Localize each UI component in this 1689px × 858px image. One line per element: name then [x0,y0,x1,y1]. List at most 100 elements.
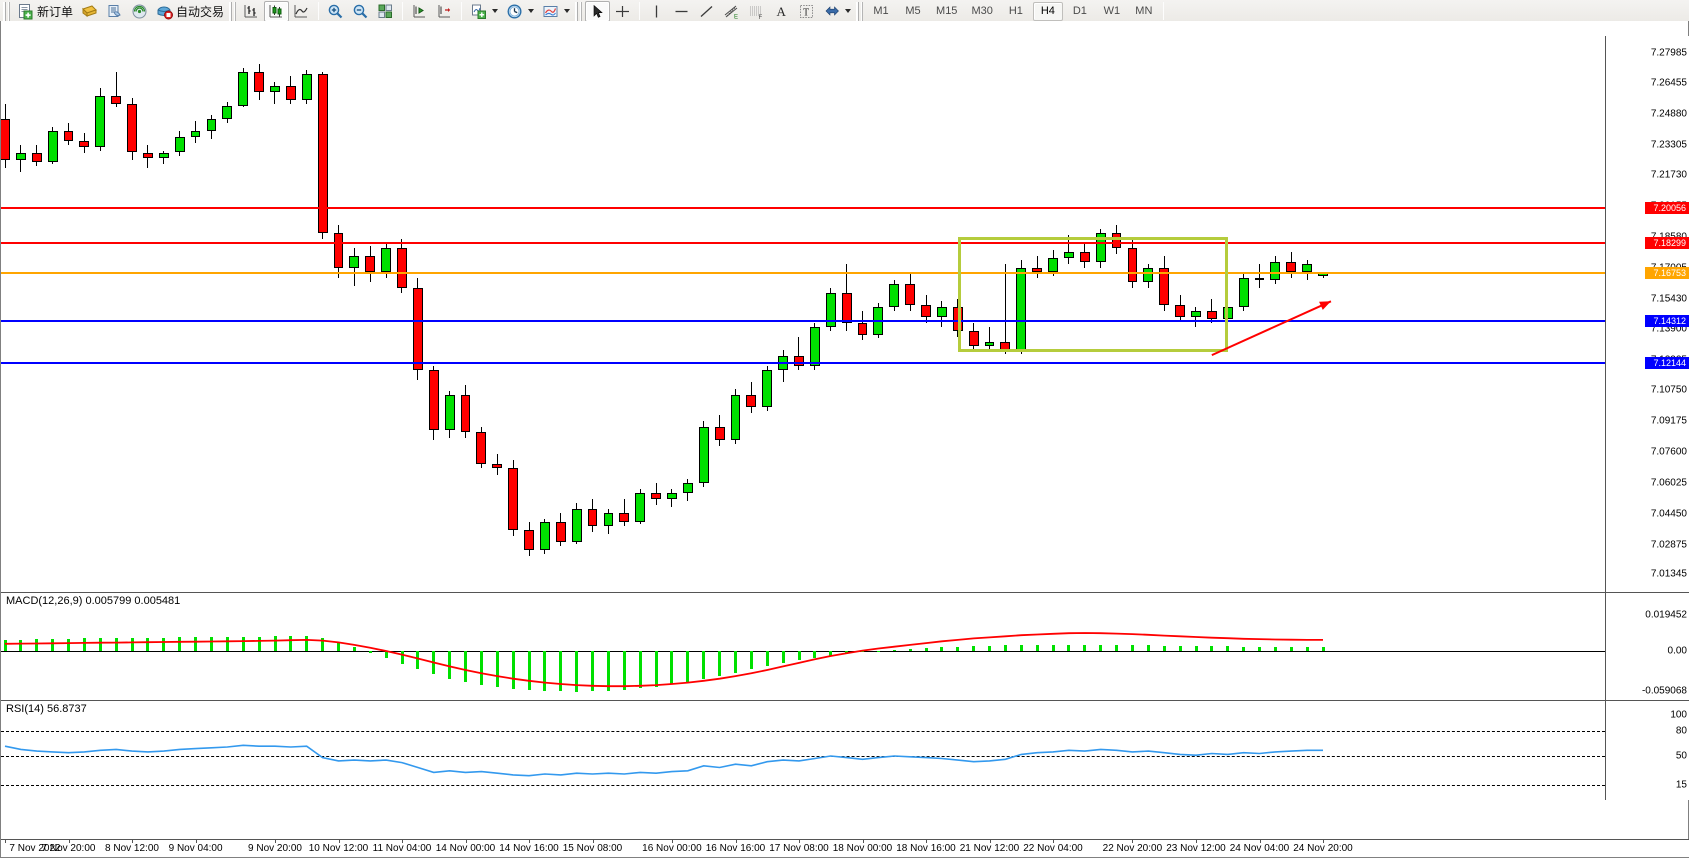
zoom-out-button[interactable] [348,1,373,22]
macd-tick: 0.019452 [1645,609,1687,621]
support-line-1-badge[interactable]: 7.14312 [1645,314,1689,327]
chart-shift-button[interactable] [432,1,457,22]
cursor-button[interactable] [585,0,611,22]
candle-body [762,369,773,407]
chevron-down-icon[interactable] [528,9,535,13]
text-label-button[interactable]: T [794,1,819,22]
tile-windows-button[interactable] [373,1,398,22]
candlestick [825,287,836,331]
candlestick [317,72,328,239]
candle-body [508,467,519,531]
price-axis[interactable]: 7.279857.264557.248807.233057.217307.201… [1605,36,1689,592]
chevron-down-icon[interactable] [564,9,571,13]
toolbar-grip-4[interactable] [856,1,864,21]
macd-histogram-bar [1067,644,1071,651]
macd-histogram-bar [749,651,753,670]
chevron-down-icon[interactable] [845,9,852,13]
timeframe-button-w1[interactable]: W1 [1097,2,1127,21]
candlestick [555,512,566,546]
entry-line-badge[interactable]: 7.16753 [1645,266,1689,279]
expert-advisors-button[interactable] [77,1,102,22]
line-chart-button[interactable] [289,1,314,22]
support-line-1[interactable] [1,319,1605,322]
price-tick: 7.26455 [1650,77,1687,89]
main-price-pane[interactable]: 7.279857.264557.248807.233057.217307.201… [1,36,1689,592]
toolbar-grip-2[interactable] [229,1,237,21]
macd-histogram-bar [241,636,245,651]
support-line-2-badge[interactable]: 7.12144 [1645,357,1689,370]
candlestick [1032,256,1043,278]
macd-pane[interactable]: MACD(12,26,9) 0.005799 0.005481 0.019452… [1,592,1689,700]
timeframe-button-m5[interactable]: M5 [898,2,928,21]
vertical-line-button[interactable] [644,1,669,22]
rsi-label: RSI(14) 56.8737 [6,703,90,715]
terminal-button[interactable] [102,1,127,22]
toolbar-grip-3[interactable] [575,1,583,21]
timeframe-button-h4[interactable]: H4 [1032,1,1063,21]
auto-trading-label: 自动交易 [176,4,225,19]
timeframe-label: M15 [936,5,958,17]
time-tick: 22 Nov 20:00 [1102,843,1163,854]
resistance-line-2[interactable] [1,241,1605,244]
macd-histogram-bar [1258,646,1261,651]
candle-body [1111,232,1122,249]
macd-histogram-bar [352,647,356,651]
rsi-plot-area[interactable] [1,701,1605,800]
time-tick-mark [195,840,197,843]
price-plot-area[interactable] [1,36,1605,592]
candlestick-chart-button[interactable] [264,0,290,22]
time-axis[interactable]: 7 Nov 2022 7 Nov 20:00 8 Nov 12:00 9 Nov 04… [1,839,1689,857]
crosshair-button[interactable] [610,1,635,22]
arrows-button[interactable] [819,1,855,22]
timeframe-label: M30 [971,5,993,17]
time-tick-mark [68,840,70,843]
resistance-line-1[interactable] [1,207,1605,210]
equidistant-channel-button[interactable]: E [719,1,744,22]
candle-body [95,95,106,147]
support-line-2[interactable] [1,362,1605,365]
consolidation-rectangle[interactable] [957,236,1228,353]
time-tick-mark [671,840,673,843]
zoom-in-button[interactable] [323,1,348,22]
indicators-button[interactable] [466,1,502,22]
text-button[interactable]: A [769,1,794,22]
macd-axis[interactable]: 0.019452 0.00 -0.059068 [1605,593,1689,700]
trendline-button[interactable] [694,1,719,22]
timeframe-button-h1[interactable]: H1 [1001,2,1031,21]
candle-body [730,395,741,441]
horizontal-line-button[interactable] [669,1,694,22]
timeframe-button-m1[interactable]: M1 [866,2,896,21]
macd-histogram-bar [162,637,166,651]
entry-line[interactable] [1,271,1605,274]
rsi-axis[interactable]: 100 80 50 15 [1605,701,1689,800]
timeframe-button-m15[interactable]: M15 [930,2,963,21]
period-button[interactable] [502,1,538,22]
chevron-down-icon[interactable] [492,9,499,13]
signals-button[interactable] [127,1,152,22]
auto-trading-button[interactable]: 自动交易 [152,1,228,22]
macd-histogram-bar [559,651,563,692]
bullish-trend-arrow[interactable] [1,36,1603,592]
templates-button[interactable] [538,1,574,22]
templates-icon [542,3,559,20]
timeframe-button-m30[interactable]: M30 [965,2,998,21]
bar-chart-button[interactable] [239,1,264,22]
candle-body [1095,232,1106,263]
chart-window[interactable]: USDCNH-,H4 7.16587 7.16771 7.16491 7.167… [0,21,1689,858]
toolbar-grip-1[interactable] [3,1,10,21]
candle-body [1143,267,1154,282]
candle-body [667,493,677,499]
timeframe-button-mn[interactable]: MN [1129,2,1159,21]
timeframe-button-d1[interactable]: D1 [1065,2,1095,21]
auto-scroll-button[interactable] [407,1,432,22]
new-order-button[interactable]: 新订单 [13,1,77,22]
resistance-line-2-badge[interactable]: 7.18299 [1645,236,1689,249]
resistance-line-1-badge[interactable]: 7.20056 [1645,202,1689,215]
macd-plot-area[interactable] [1,593,1605,700]
candle-body [539,522,550,550]
candle-body [921,305,931,317]
macd-histogram-bar [51,639,55,651]
candle-wick [1258,264,1260,288]
rsi-pane[interactable]: RSI(14) 56.8737 100 80 50 15 [1,700,1689,800]
fibonacci-button[interactable]: F [744,1,769,22]
